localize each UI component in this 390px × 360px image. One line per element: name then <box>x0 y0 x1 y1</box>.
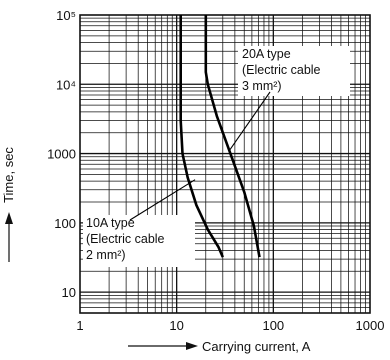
annotation-20a-bg <box>238 46 350 96</box>
annotation-20a-text: (Electric cable <box>242 63 321 77</box>
series-10a-curve <box>179 15 224 258</box>
y-tick-label: 10⁴ <box>56 77 76 92</box>
grid <box>80 15 370 313</box>
annotation-20a-text: 3 mm²) <box>242 79 282 93</box>
x-tick-label: 100 <box>262 318 284 333</box>
annotation-10a-text: (Electric cable <box>86 232 165 246</box>
y-axis-arrow <box>5 212 13 262</box>
annotation-20a-leader <box>228 91 271 152</box>
y-tick-label: 1000 <box>47 147 76 162</box>
series-group <box>179 15 261 258</box>
x-axis-label: Carrying current, A <box>202 339 311 354</box>
annotation-10a-bg <box>83 215 195 267</box>
x-axis-arrow <box>128 342 198 350</box>
plot-frame <box>79 14 371 314</box>
annotation-10a-leader <box>129 179 196 221</box>
tick-labels: 1 10 100 1000 10 100 1000 10⁴ 10⁵ <box>47 8 384 333</box>
annotation-10a-text: 10A type <box>86 216 135 230</box>
x-tick-label: 10 <box>169 318 183 333</box>
y-axis-label: Time, sec <box>1 147 16 203</box>
series-20a-curve <box>204 15 261 258</box>
y-tick-label: 10⁵ <box>56 8 76 23</box>
annotation-10a-text: 2 mm²) <box>86 248 126 262</box>
annotation-20a-text: 20A type <box>242 47 291 61</box>
annotations: 20A type (Electric cable 3 mm²) 10A type (El… <box>83 46 350 267</box>
y-tick-label: 100 <box>54 216 76 231</box>
x-tick-label: 1000 <box>356 318 385 333</box>
y-tick-label: 10 <box>62 285 76 300</box>
x-tick-label: 1 <box>76 318 83 333</box>
